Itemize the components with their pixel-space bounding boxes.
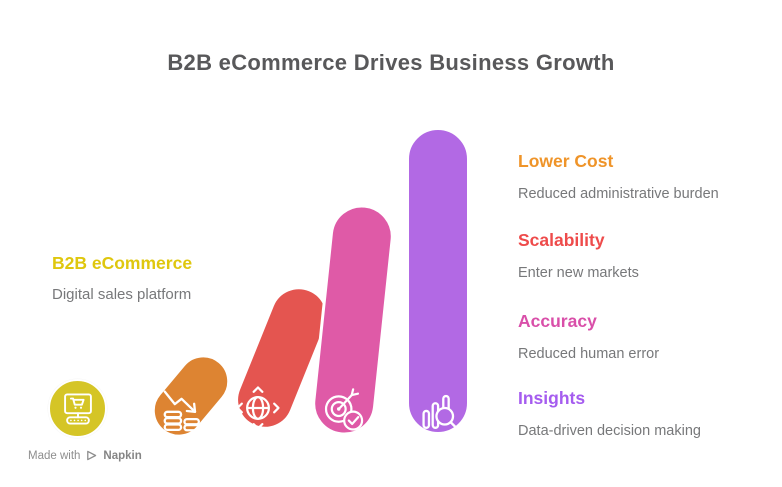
- bar-insights: [406, 127, 470, 435]
- page-title: B2B eCommerce Drives Business Growth: [167, 50, 615, 75]
- legend-item-insights: Insights Data-driven decision making: [518, 387, 768, 441]
- made-with-text: Made with: [28, 449, 81, 462]
- legend-description: Data-driven decision making: [518, 423, 701, 439]
- target-check-icon: [319, 385, 369, 435]
- legend-description: Reduced administrative burden: [518, 186, 719, 202]
- coins-decline-icon: [158, 382, 208, 432]
- legend-title: Scalability: [518, 230, 605, 250]
- legend-item-accuracy: Accuracy Reduced human error: [518, 310, 768, 364]
- source-label: B2B eCommerce: [52, 253, 193, 273]
- legend-item-scalability: Scalability Enter new markets: [518, 229, 768, 283]
- made-with-napkin-badge[interactable]: Made with Napkin: [28, 449, 142, 462]
- legend-item-lower-cost: Lower Cost Reduced administrative burden: [518, 150, 768, 204]
- napkin-logo-icon: [85, 449, 98, 462]
- legend-title: Accuracy: [518, 311, 597, 331]
- legend-title: Insights: [518, 388, 586, 408]
- source-circle: [48, 379, 107, 438]
- napkin-brand-text: Napkin: [103, 449, 142, 462]
- legend-description: Reduced human error: [518, 346, 660, 362]
- chart-magnifier-icon: [413, 385, 463, 435]
- legend-description: Enter new markets: [518, 265, 639, 281]
- globe-expand-icon: [233, 382, 283, 432]
- source-description: Digital sales platform: [52, 286, 192, 303]
- ecommerce-monitor-icon: [58, 389, 98, 429]
- legend-title: Lower Cost: [518, 151, 614, 171]
